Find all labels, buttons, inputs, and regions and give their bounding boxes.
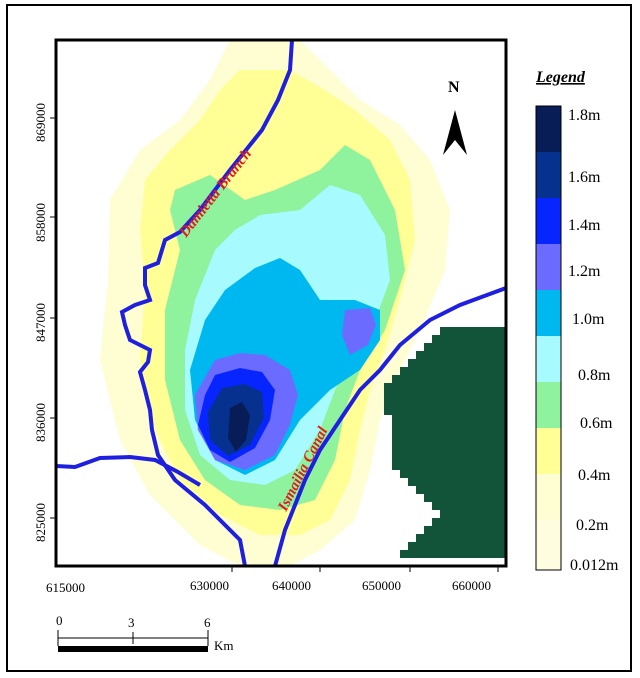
scale-bar: 0 3 6 Km: [56, 613, 234, 653]
legend-label: 0.4m: [578, 467, 611, 484]
legend-label: 1.0m: [572, 311, 605, 328]
contour-1.6m: [228, 402, 250, 452]
legend-label: 0.2m: [576, 517, 609, 534]
legend-swatch: [536, 152, 561, 198]
legend-swatch: [536, 382, 561, 428]
legend-label: 1.4m: [568, 217, 601, 234]
y-tick-label: 858000: [33, 203, 48, 242]
y-tick-label: 825000: [33, 503, 48, 542]
legend-swatch: [536, 290, 561, 336]
ismailia-canal: [273, 286, 506, 566]
legend-swatch: [536, 106, 561, 152]
scale-tick-label: 0: [56, 613, 63, 628]
x-tick-label: 640000: [272, 578, 311, 593]
scale-tick-label: 3: [128, 615, 135, 630]
legend-title: Legend: [535, 69, 586, 86]
legend-label: 1.6m: [568, 169, 601, 186]
contour-1.0m-east: [342, 308, 376, 355]
scale-unit: Km: [214, 638, 234, 653]
y-tick-label: 836000: [33, 403, 48, 442]
y-tick-label: 847000: [33, 303, 48, 342]
legend-swatch: [536, 428, 561, 474]
map-border: [54, 38, 508, 568]
legend-label: 1.2m: [568, 263, 601, 280]
y-axis: 869000 858000 847000 836000 825000: [33, 103, 56, 542]
legend-label: 0.012m: [570, 557, 619, 574]
x-tick-label: 615000: [46, 580, 85, 595]
north-arrow-icon: [443, 110, 467, 155]
map-frame: [6, 4, 632, 672]
x-tick-label: 650000: [362, 578, 401, 593]
legend-swatch: [536, 336, 561, 382]
legend-label: 1.8m: [568, 107, 601, 124]
legend-label: 0.8m: [578, 367, 611, 384]
north-label: N: [448, 79, 460, 96]
scale-tick-label: 6: [204, 615, 211, 630]
legend-label: 0.6m: [580, 415, 613, 432]
legend-swatch: [536, 520, 561, 570]
legend-swatch: [536, 198, 561, 244]
x-axis: 615000 630000 640000 650000 660000: [46, 566, 499, 595]
legend-swatch: [536, 474, 561, 520]
forest-block: [384, 327, 506, 558]
legend: Legend 1.8m 1.6m 1.4m 1.2m 1.0m 0.8m 0.6…: [535, 69, 619, 574]
map-area: Damietta Branch Ismailia Canal N: [56, 40, 506, 566]
y-tick-label: 869000: [33, 103, 48, 142]
x-tick-label: 660000: [452, 578, 491, 593]
legend-swatch: [536, 244, 561, 290]
x-tick-label: 630000: [190, 578, 229, 593]
western-canal: [56, 454, 202, 487]
